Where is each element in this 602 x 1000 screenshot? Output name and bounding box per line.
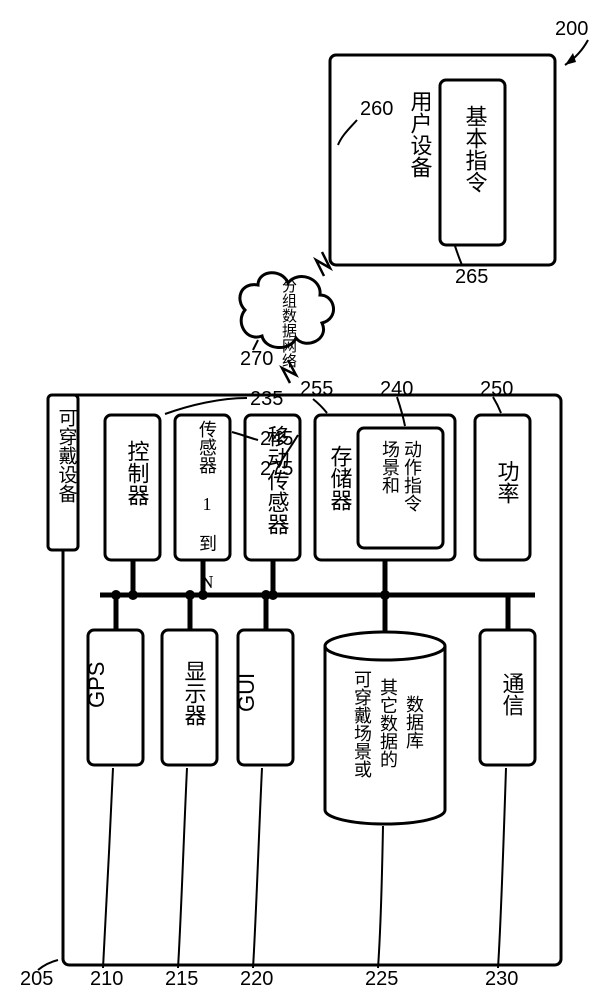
- db-bus-dot: [380, 590, 390, 600]
- gps-ref: 210: [90, 968, 123, 990]
- db-label-3: 数据库: [404, 695, 424, 749]
- user-equipment-ref: 260: [360, 98, 393, 120]
- wearable-header-ref: 205: [20, 968, 53, 990]
- basic-instruction-ref-arrow: [455, 246, 462, 265]
- display-label: 显示器: [182, 660, 207, 726]
- cloud-ref: 270: [240, 348, 273, 370]
- display-bus-dot: [185, 590, 195, 600]
- memory-ref: 255: [300, 378, 333, 400]
- user-equipment-ref-arrow: [338, 120, 357, 145]
- gps-ref-arrow: [103, 768, 113, 968]
- wearable-header-label: 可穿戴设备: [56, 408, 78, 503]
- db-label-1: 可穿戴场景或: [352, 670, 372, 778]
- scene-cmds-label-1: 场景和: [380, 440, 400, 494]
- memory-label: 存储器: [328, 445, 353, 511]
- display-ref: 215: [165, 968, 198, 990]
- scene-cmds-label-2: 动作指令: [402, 440, 422, 512]
- figure-ref-arrowhead: [565, 53, 576, 65]
- controller-ref: 235: [250, 388, 283, 410]
- motion-sensor-label: 移动传感器: [265, 425, 290, 535]
- scene-cmds-ref: 240: [380, 378, 413, 400]
- power-label: 功率: [495, 460, 520, 504]
- display-ref-arrow: [178, 768, 187, 968]
- scene-cmds-ref-arrow: [397, 397, 405, 426]
- controller-label: 控制器: [125, 440, 150, 506]
- cloud-label: 分组数据网络: [280, 278, 297, 368]
- scene-cmds-box: [358, 428, 443, 548]
- db-ref: 225: [365, 968, 398, 990]
- motion-sensor-ref: 275: [260, 458, 293, 480]
- sensors-bus-dot: [198, 590, 208, 600]
- db-ref-arrow: [378, 826, 383, 968]
- gui-bus-dot: [261, 590, 271, 600]
- gps-bus-dot: [111, 590, 121, 600]
- controller-ref-arrow: [165, 398, 247, 414]
- user-equipment-label: 用户设备: [408, 90, 433, 178]
- gui-ref: 220: [240, 968, 273, 990]
- sensors-label: 传感器 1 到 N: [197, 420, 217, 592]
- memory-ref-arrow: [313, 399, 327, 413]
- diagram-root: 200 用户设备 260 基本指令 265 分组数据网络 270 可穿戴设备 2…: [0, 0, 602, 1000]
- comm-ref: 230: [485, 968, 518, 990]
- db-label-2: 其它数据的: [378, 678, 398, 769]
- gps-label: GPS: [84, 662, 109, 708]
- controller-bus-dot: [128, 590, 138, 600]
- figure-ref: 200: [555, 18, 588, 40]
- basic-instruction-ref: 265: [455, 266, 488, 288]
- basic-instruction-label: 基本指令: [463, 105, 488, 193]
- gui-ref-arrow: [253, 768, 262, 968]
- comm-ref-arrow: [498, 768, 506, 968]
- gui-label: GUI: [234, 673, 259, 712]
- user-equipment-box: [330, 55, 555, 265]
- spark-ue-cloud: [316, 252, 330, 276]
- comm-label: 通信: [500, 672, 525, 716]
- power-ref: 250: [480, 378, 513, 400]
